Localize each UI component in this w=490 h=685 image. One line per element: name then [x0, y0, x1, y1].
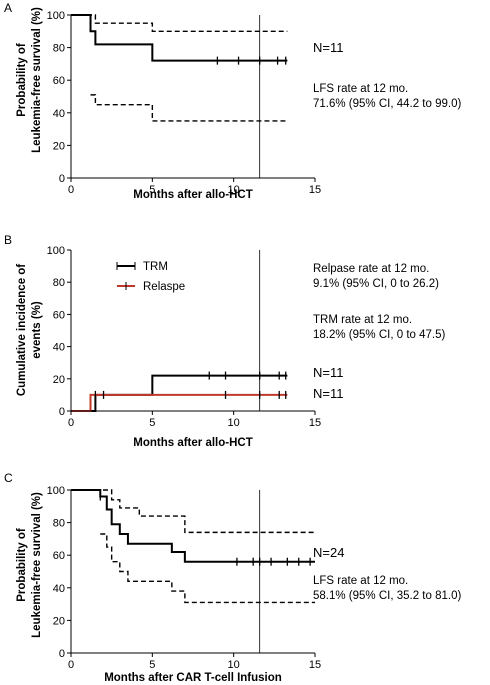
y-axis-label-line2: events (%)	[31, 301, 43, 359]
lfs-lower-ci	[90, 94, 288, 122]
x-tick-label: 5	[149, 659, 155, 671]
axes-layer: 0 20 40 60 80 100 0 5 10 15	[47, 10, 321, 196]
trm-rate-title: TRM rate at 12 mo.	[313, 314, 412, 326]
y-axis-label-line2: Leukemia-free survival (%)	[31, 492, 43, 638]
y-axis-label-line2: Leukemia-free survival (%)	[31, 7, 43, 153]
n-label: N=11	[313, 40, 343, 55]
legend: TRM Relaspe	[116, 261, 185, 293]
relapse-rate-title: Relpase rate at 12 mo.	[313, 263, 429, 275]
lfs-curve	[71, 489, 315, 563]
legend-label-trm: TRM	[143, 261, 168, 273]
axes-layer: 0 20 40 60 80 100 0 5 10 15	[47, 485, 321, 671]
n-label-relapse: N=11	[313, 386, 343, 401]
x-tick-label: 0	[68, 184, 74, 196]
panel-a: A Probability of Leukemia-free survival …	[4, 1, 461, 201]
y-tick-label: 40	[53, 342, 65, 354]
y-tick-label: 80	[53, 518, 65, 530]
n-label-trm: N=11	[313, 365, 343, 380]
x-axis-label: Months after allo-HCT	[133, 437, 252, 449]
y-axis-label-line1: Probability of	[16, 528, 28, 602]
x-tick-label: 0	[68, 659, 74, 671]
lfs-rate-value: 71.6% (95% CI, 44.2 to 99.0)	[313, 98, 461, 110]
axes-layer: 0 20 40 60 80 100 0 5 10 15	[47, 245, 321, 429]
y-tick-label: 40	[53, 583, 65, 595]
x-tick-label: 10	[228, 659, 240, 671]
trm-rate-value: 18.2% (95% CI, 0 to 47.5)	[313, 329, 445, 341]
lfs-rate-title: LFS rate at 12 mo.	[313, 83, 408, 95]
y-tick-label: 80	[53, 43, 65, 55]
lfs-rate-value: 58.1% (95% CI, 35.2 to 81.0)	[313, 590, 461, 602]
y-tick-label: 60	[53, 550, 65, 562]
y-tick-label: 80	[53, 277, 65, 289]
y-tick-label: 60	[53, 309, 65, 321]
y-tick-label: 100	[47, 245, 65, 257]
legend-label-relapse: Relaspe	[143, 281, 185, 293]
y-tick-label: 100	[47, 10, 65, 22]
y-tick-label: 20	[53, 140, 65, 152]
y-tick-label: 0	[59, 648, 65, 660]
y-axis-label-line1: Probability of	[16, 43, 28, 117]
series-layer	[71, 489, 315, 604]
x-tick-label: 15	[309, 184, 321, 196]
lfs-upper-ci	[71, 489, 315, 534]
x-tick-label: 0	[68, 417, 74, 429]
y-tick-label: 0	[59, 406, 65, 418]
y-tick-label: 20	[53, 374, 65, 386]
x-tick-label: 10	[228, 184, 240, 196]
x-tick-label: 15	[309, 417, 321, 429]
panel-c: C Probability of Leukemia-free survival …	[4, 471, 461, 684]
series-layer	[71, 14, 288, 122]
x-tick-label: 15	[309, 659, 321, 671]
x-tick-label: 5	[149, 184, 155, 196]
x-tick-label: 5	[149, 417, 155, 429]
y-tick-label: 20	[53, 615, 65, 627]
y-tick-label: 0	[59, 173, 65, 185]
lfs-curve	[71, 14, 288, 62]
x-axis-label: Months after CAR T-cell Infusion	[104, 672, 282, 684]
panel-letter-c: C	[4, 471, 13, 485]
panel-letter-b: B	[4, 233, 12, 247]
x-axis-label: Months after allo-HCT	[133, 189, 252, 201]
panel-b: B Cumulative incidence of events (%) Mon…	[4, 233, 445, 449]
y-axis-label-line1: Cumulative incidence of	[16, 264, 28, 396]
panel-letter-a: A	[4, 1, 12, 15]
y-tick-label: 60	[53, 75, 65, 87]
x-tick-label: 10	[228, 417, 240, 429]
lfs-upper-ci	[71, 14, 288, 32]
y-tick-label: 100	[47, 485, 65, 497]
series-layer	[71, 371, 288, 412]
lfs-lower-ci	[100, 533, 315, 604]
y-tick-label: 40	[53, 108, 65, 120]
lfs-rate-title: LFS rate at 12 mo.	[313, 575, 408, 587]
n-label: N=24	[313, 545, 344, 560]
relapse-rate-value: 9.1% (95% CI, 0 to 26.2)	[313, 278, 439, 290]
